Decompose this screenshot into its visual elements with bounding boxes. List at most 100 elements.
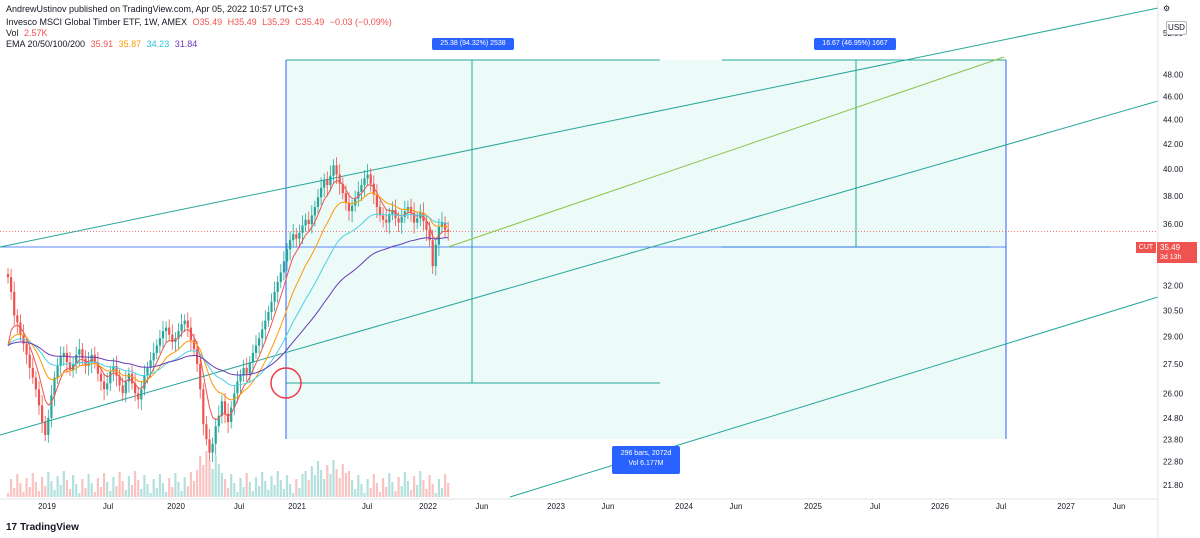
volume-bar [307, 480, 310, 497]
candle-body [47, 417, 50, 435]
drawings-layer [0, 7, 1159, 498]
volume-bar [366, 479, 369, 497]
volume-bar [254, 477, 258, 497]
date-range-label[interactable]: 296 bars, 2072d Vol 6.177M [612, 446, 680, 474]
volume-value: 2.57K [24, 28, 48, 38]
breakout-circle [270, 367, 302, 399]
volume-bar [16, 474, 19, 497]
price-tick-label: 40.00 [1163, 165, 1184, 174]
volume-bar [276, 471, 279, 497]
candle-body [208, 439, 211, 453]
candle-body [90, 354, 93, 363]
candle-body [205, 424, 208, 440]
date-range-volume: Vol 6.177M [628, 460, 664, 467]
candle-body [320, 187, 323, 198]
volume-bar [233, 483, 236, 497]
settings-icon[interactable]: ⚙ [1163, 4, 1171, 13]
candle-body [152, 352, 155, 361]
price-tick-label: 38.00 [1163, 192, 1184, 201]
candle-body [382, 215, 385, 220]
volume-bar [140, 489, 143, 497]
candle-body [366, 174, 369, 179]
candle-body [354, 198, 357, 206]
volume-bar [127, 476, 130, 497]
candle-body [416, 218, 419, 223]
candle-body [310, 215, 313, 225]
volume-bar [149, 493, 152, 497]
volume-bar [428, 475, 431, 497]
candle-body [378, 206, 382, 216]
volume-bar [186, 486, 189, 497]
volume-bar [165, 492, 168, 497]
time-tick-label: 2026 [931, 502, 949, 511]
volume-bar [236, 492, 239, 497]
candle-body [59, 356, 62, 367]
candle-body [388, 214, 391, 223]
volume-bar [211, 469, 214, 497]
volume-bar [118, 472, 121, 497]
ema-label: EMA 20/50/100/200 [6, 39, 86, 49]
volume-bar [347, 471, 351, 497]
candle-body [53, 377, 56, 396]
candle-body [375, 194, 378, 207]
volume-bar [394, 491, 397, 497]
volume-legend[interactable]: Vol 2.57K [6, 28, 51, 39]
candle-body [161, 331, 165, 339]
volume-bar [326, 465, 329, 497]
candle-body [341, 183, 344, 194]
volume-bar [279, 480, 282, 497]
candle-body [400, 216, 403, 223]
volume-bar [400, 486, 403, 497]
volume-bar [199, 456, 202, 497]
volume-bar [205, 451, 208, 497]
ema-legend[interactable]: EMA 20/50/100/200 35.91 35.87 34.23 31.8… [6, 39, 200, 50]
measure-label-right[interactable]: 16.67 (46.95%) 1667 [814, 38, 896, 50]
volume-bar [103, 473, 106, 497]
candle-body [158, 338, 161, 346]
volume-bar [354, 489, 357, 497]
candle-body [338, 174, 341, 184]
candle-body [307, 219, 310, 225]
candle-body [177, 331, 180, 339]
candle-body [230, 407, 233, 423]
candle-body [199, 364, 202, 390]
candle-body [347, 202, 351, 212]
volume-bar [360, 484, 363, 497]
volume-bar [106, 482, 109, 497]
candle-body [68, 362, 72, 370]
candle-body [217, 415, 220, 427]
volume-bar [245, 473, 248, 497]
ohlc-close: C35.49 [295, 17, 325, 27]
ema50-value: 35.87 [118, 39, 142, 49]
candle-body [41, 405, 44, 423]
projection-line [448, 56, 1005, 248]
candle-body [143, 375, 146, 390]
volume-bar [261, 472, 264, 497]
volume-bar [397, 477, 400, 497]
candle-body [118, 375, 121, 386]
tradingview-logo[interactable]: 17 TradingView [6, 522, 79, 533]
volume-bar [444, 474, 447, 497]
candle-body [289, 240, 292, 250]
time-tick-label: 2024 [675, 502, 693, 511]
currency-button[interactable]: USD [1166, 21, 1187, 35]
candle-body [301, 225, 304, 233]
measure-label-left[interactable]: 25.38 (94.32%) 2538 [432, 38, 514, 50]
ema-20-line [7, 180, 449, 421]
volume-bar [369, 488, 372, 497]
candle-body [121, 385, 124, 394]
candle-body [447, 229, 450, 232]
candle-body [245, 367, 248, 374]
volume-bar [335, 469, 338, 497]
candle-body [313, 206, 316, 216]
volume-bar [134, 471, 137, 497]
volume-bar [230, 474, 233, 497]
volume-bar [416, 485, 419, 497]
candle-body [236, 381, 239, 394]
volume-bar [72, 475, 75, 497]
ohlc-high: H35.49 [227, 17, 257, 27]
candle-body [227, 413, 230, 423]
volume-bar [391, 482, 394, 497]
instrument-title[interactable]: Invesco MSCI Global Timber ETF, 1W, AMEX [6, 17, 188, 27]
